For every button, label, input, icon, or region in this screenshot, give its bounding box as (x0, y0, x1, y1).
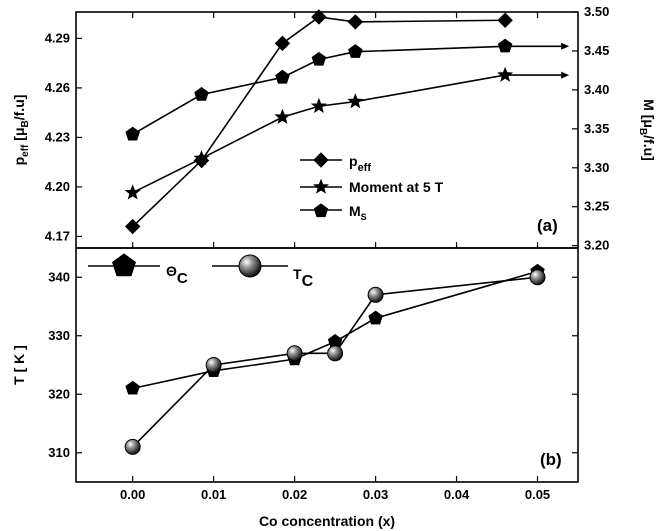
panel-a-point-1 (347, 93, 364, 109)
panel-a-series-line-0 (132, 16, 506, 228)
panel-a-point-1 (193, 150, 210, 166)
panel-a-series-line-2 (132, 45, 506, 135)
panel-b-y-axis-title: T [ K ] (11, 345, 27, 385)
panel-a-point-0 (124, 218, 141, 235)
panel-a-right-y-tick-label: 3.40 (584, 82, 609, 97)
legend-label-t-c: TC (293, 266, 314, 290)
panel-a-left-y-tick-label: 4.23 (45, 129, 70, 144)
legend-label-p-eff: peff (349, 153, 371, 174)
panel-a-point-0 (274, 35, 291, 52)
panel-b-series-line-0 (132, 270, 538, 390)
panel-b-x-tick-label: 0.02 (282, 487, 307, 502)
panel-b-x-tick-label: 0.01 (201, 487, 226, 502)
panel-b-legend: ΘC TC (88, 253, 314, 290)
panel-a-right-y-axis-title: M [μB/f.u] (637, 99, 657, 161)
panel-b-y-tick-label: 320 (48, 386, 70, 401)
legend-marker-t-c (238, 254, 262, 278)
panel-a-series (124, 9, 570, 235)
panel-a-point-2 (194, 86, 209, 101)
panel-a-left-y-tick-label: 4.29 (45, 30, 70, 45)
legend-item-ms: MS (300, 203, 367, 222)
panel-a-left-y-tick-label: 4.20 (45, 179, 70, 194)
panel-b-series-line-1 (132, 276, 538, 448)
panel-a-right-y-tick-label: 3.25 (584, 199, 609, 214)
panel-a-point-0 (311, 9, 327, 25)
legend-label-ms: MS (349, 203, 367, 222)
legend-marker-moment-5t (313, 178, 329, 194)
panel-a-right-y-ticks: 3.20 3.25 3.30 3.35 3.40 3.45 3.50 (572, 4, 609, 253)
panel-a-point-0 (347, 14, 364, 30)
legend-label-moment-5t: Moment at 5 T (349, 179, 444, 195)
panel-b-y-tick-label: 310 (48, 445, 70, 460)
panel-a-point-2 (125, 126, 140, 141)
legend-marker-theta-c (112, 253, 136, 277)
panel-a-point-1 (310, 97, 327, 114)
panel-b-point-1 (529, 269, 546, 286)
panel-a: 4.17 4.20 4.23 4.26 4.29 3.20 3.25 3.30 3.35 3.4… (11, 4, 657, 253)
panel-a-point-0 (497, 12, 513, 28)
panel-b-point-1 (327, 345, 344, 362)
panel-b-series (124, 263, 546, 455)
legend-label-theta-c: ΘC (166, 263, 188, 287)
panel-a-point-2 (348, 44, 363, 58)
panel-a-left-y-tick-label: 4.17 (45, 228, 70, 243)
panel-a-x-ticks (132, 12, 539, 248)
panel-a-left-y-ticks: 4.17 4.20 4.23 4.26 4.29 (45, 30, 82, 243)
panel-b-x-tick-label: 0.05 (525, 487, 550, 502)
panel-a-right-y-tick-label: 3.20 (584, 238, 609, 253)
panel-a-point-1 (497, 66, 514, 82)
panel-b-y-ticks: 310 320 330 340 (48, 269, 578, 460)
panel-b-point-1 (367, 286, 384, 303)
legend-item-theta-c: ΘC (88, 253, 188, 287)
panel-a-right-y-tick-label: 3.35 (584, 121, 609, 136)
panel-b-x-axis-title: Co concentration (x) (259, 513, 395, 529)
panel-a-left-y-axis-title: peff [μB/f.u] (11, 95, 31, 166)
panel-b-point-0 (368, 310, 383, 325)
panel-b-point-1 (286, 345, 303, 362)
panel-b-frame (75, 247, 579, 483)
panel-b: 0.00 0.01 0.02 0.03 0.04 0.05 310 320 330 340 T … (11, 247, 579, 529)
panel-a-arrow-head-2 (561, 42, 570, 50)
panel-a-point-1 (124, 184, 141, 200)
legend-item-t-c: TC (212, 254, 314, 290)
panel-a-legend: peff Moment at 5 T MS (300, 152, 444, 222)
panel-a-tag: (a) (537, 216, 558, 235)
legend-item-p-eff: peff (300, 152, 371, 174)
panel-a-point-2 (497, 38, 513, 53)
panel-a-point-2 (311, 51, 327, 66)
panel-b-y-tick-label: 340 (48, 269, 70, 284)
panel-a-arrow-head-1 (561, 71, 570, 79)
panel-a-series-line-1 (132, 74, 506, 194)
panel-b-point-1 (205, 357, 222, 373)
panel-b-point-1 (124, 438, 141, 455)
legend-marker-p-eff (313, 152, 329, 168)
panel-a-right-y-tick-label: 3.30 (584, 160, 609, 175)
panel-a-right-y-tick-label: 3.50 (584, 4, 609, 19)
panel-b-tag: (b) (540, 450, 562, 469)
panel-b-x-tick-label: 0.00 (120, 487, 145, 502)
panel-a-point-2 (275, 69, 290, 84)
panel-a-right-y-tick-label: 3.45 (584, 43, 609, 58)
panel-a-point-1 (274, 108, 291, 124)
legend-item-moment-5t: Moment at 5 T (300, 178, 444, 195)
panel-b-point-0 (125, 380, 140, 395)
legend-marker-ms (313, 203, 329, 218)
panel-b-y-tick-label: 330 (48, 328, 70, 343)
panel-b-x-tick-label: 0.03 (363, 487, 388, 502)
panel-b-x-tick-label: 0.04 (444, 487, 470, 502)
panel-a-left-y-tick-label: 4.26 (45, 80, 70, 95)
panel-b-x-ticks: 0.00 0.01 0.02 0.03 0.04 0.05 (120, 476, 550, 502)
